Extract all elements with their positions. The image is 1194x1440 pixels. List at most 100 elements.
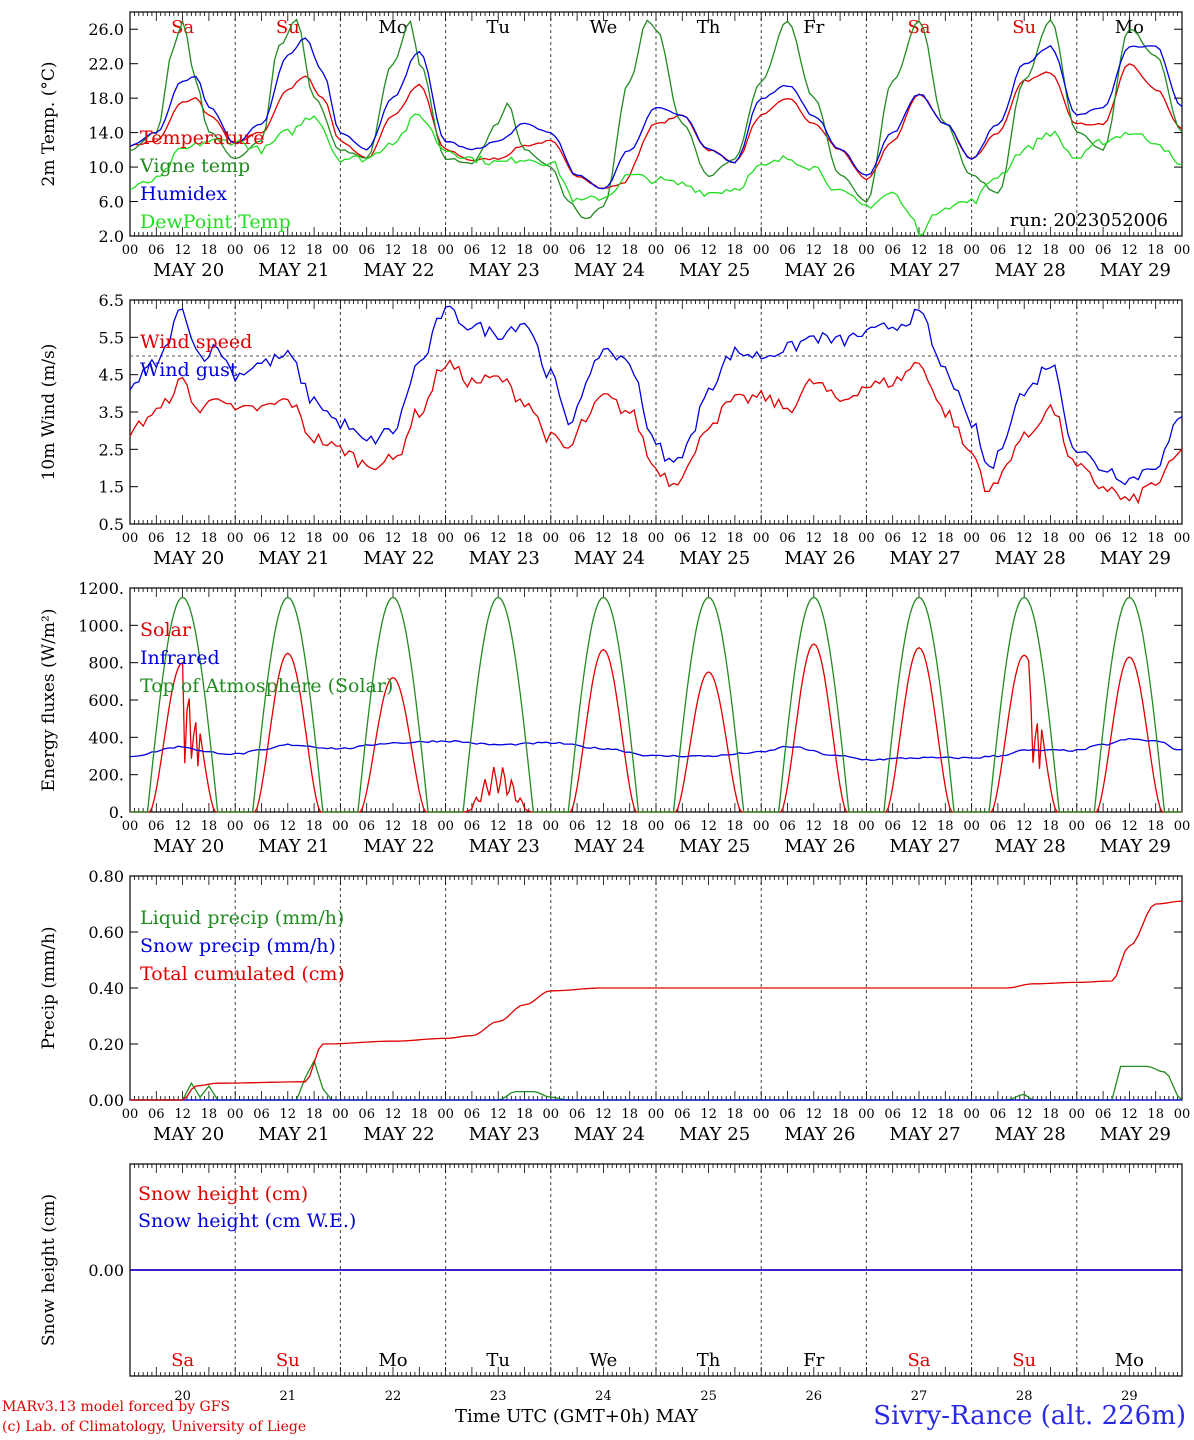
series-line [129, 37, 1183, 190]
station-title: Sivry-Rance (alt. 226m) [873, 1401, 1186, 1431]
hour-tick-label: 00 [227, 819, 244, 834]
hour-tick-label: 06 [148, 1107, 165, 1122]
date-label: MAY 29 [1100, 1124, 1171, 1145]
hour-tick-label: 00 [648, 531, 665, 546]
hour-tick-label: 12 [174, 819, 191, 834]
date-label: MAY 24 [574, 836, 645, 857]
y-axis-label: 10m Wind (m/s) [39, 344, 59, 481]
panel-1: 2.0 6.0 10.0 14.0 18.0 22.0 26.0 2m Temp. (°C) S… [39, 11, 1191, 281]
hour-tick-label: 18 [621, 243, 638, 258]
date-label: MAY 23 [469, 836, 540, 857]
series-line [129, 18, 1183, 220]
date-label: MAY 24 [574, 1124, 645, 1145]
run-label: run: 2023052006 [1010, 210, 1168, 231]
y-tick-label: 600. [88, 691, 124, 710]
hour-tick-label: 00 [227, 531, 244, 546]
hour-tick-label: 18 [201, 243, 218, 258]
hour-tick-label: 18 [832, 819, 849, 834]
hour-tick-label: 06 [1095, 243, 1112, 258]
hour-tick-label: 06 [1095, 1107, 1112, 1122]
hour-tick-label: 12 [806, 531, 823, 546]
legend-label: Snow precip (mm/h) [140, 935, 336, 957]
hour-tick-label: 00 [1174, 243, 1191, 258]
hour-tick-label: 00 [858, 531, 875, 546]
legend-label: Total cumulated (cm) [140, 963, 345, 985]
hour-tick-label: 00 [963, 531, 980, 546]
hour-tick-label: 18 [306, 1107, 323, 1122]
date-label: MAY 24 [574, 260, 645, 281]
date-label: MAY 20 [153, 1124, 224, 1145]
hour-tick-label: 18 [516, 819, 533, 834]
series-line [129, 305, 1183, 486]
hour-tick-label: 00 [227, 1107, 244, 1122]
hour-tick-label: 18 [306, 243, 323, 258]
legend-label: Wind speed [140, 331, 252, 353]
date-label: MAY 22 [363, 548, 434, 569]
hour-tick-label: 00 [963, 819, 980, 834]
hour-tick-label: 12 [700, 531, 717, 546]
panel-2: 0.5 1.5 2.5 3.5 4.5 5.5 6.5 10m Wind (m/s) 00 06 1… [39, 291, 1190, 569]
lab-credit: (c) Lab. of Climatology, University of L… [2, 1419, 307, 1435]
legend-label: Temperature [140, 127, 264, 149]
hour-tick-label: 18 [1042, 243, 1059, 258]
hour-tick-label: 18 [1042, 1107, 1059, 1122]
hour-tick-label: 06 [674, 243, 691, 258]
y-tick-label: 800. [88, 654, 124, 673]
y-tick-label: 2.0 [99, 227, 124, 246]
date-label: MAY 25 [679, 836, 750, 857]
hour-tick-label: 12 [806, 243, 823, 258]
hour-tick-label: 18 [1042, 819, 1059, 834]
hour-tick-label: 06 [674, 819, 691, 834]
hour-tick-label: 18 [937, 531, 954, 546]
hour-tick-label: 06 [990, 1107, 1007, 1122]
hour-tick-label: 06 [358, 531, 375, 546]
hour-tick-label: 12 [1016, 531, 1033, 546]
date-label: MAY 26 [784, 260, 855, 281]
hour-tick-label: 12 [911, 531, 928, 546]
hour-tick-label: 06 [884, 819, 901, 834]
legend-label: DewPoint Temp [140, 211, 291, 233]
day-name-label: We [590, 1350, 618, 1371]
hour-tick-label: 06 [464, 531, 481, 546]
hour-tick-label: 06 [779, 243, 796, 258]
day-name-label: Sa [907, 1350, 930, 1371]
hour-tick-label: 00 [1174, 1107, 1191, 1122]
hour-tick-label: 00 [332, 531, 349, 546]
hour-tick-label: 18 [727, 531, 744, 546]
day-number-label: 26 [806, 1389, 823, 1404]
date-label: MAY 27 [889, 1124, 960, 1145]
hour-tick-label: 00 [753, 531, 770, 546]
y-tick-label: 6.5 [99, 291, 124, 310]
y-axis-label: Energy fluxes (W/m²) [39, 609, 59, 792]
hour-tick-label: 00 [332, 819, 349, 834]
date-label: MAY 28 [995, 548, 1066, 569]
hour-tick-label: 12 [280, 531, 297, 546]
y-tick-label: 1200. [78, 579, 124, 598]
day-name-label: Th [697, 17, 721, 38]
date-label: MAY 23 [469, 1124, 540, 1145]
hour-tick-label: 18 [201, 819, 218, 834]
hour-tick-label: 00 [648, 1107, 665, 1122]
day-name-label: We [590, 17, 618, 38]
hour-tick-label: 06 [990, 531, 1007, 546]
day-number-label: 20 [174, 1389, 191, 1404]
hour-tick-label: 06 [884, 1107, 901, 1122]
hour-tick-label: 00 [1069, 1107, 1086, 1122]
hour-tick-label: 00 [1174, 531, 1191, 546]
day-name-label: Fr [803, 17, 824, 38]
hour-tick-label: 18 [306, 531, 323, 546]
hour-tick-label: 12 [1016, 243, 1033, 258]
hour-tick-label: 18 [516, 531, 533, 546]
hour-tick-label: 18 [727, 1107, 744, 1122]
date-label: MAY 23 [469, 548, 540, 569]
day-name-label: Mo [1115, 1350, 1144, 1371]
hour-tick-label: 12 [1121, 243, 1138, 258]
hour-tick-label: 06 [464, 819, 481, 834]
hour-tick-label: 06 [253, 1107, 270, 1122]
y-tick-label: 10.0 [88, 158, 124, 177]
hour-tick-label: 12 [490, 531, 507, 546]
date-label: MAY 26 [784, 836, 855, 857]
hour-tick-label: 18 [1147, 1107, 1164, 1122]
date-label: MAY 27 [889, 836, 960, 857]
date-label: MAY 28 [995, 260, 1066, 281]
